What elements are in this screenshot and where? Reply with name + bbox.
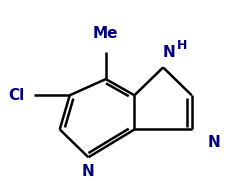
Text: N: N	[163, 45, 176, 60]
Text: Me: Me	[93, 26, 119, 41]
Text: Cl: Cl	[8, 88, 24, 103]
Text: H: H	[177, 39, 187, 52]
Text: N: N	[82, 164, 95, 179]
Text: N: N	[208, 135, 221, 150]
